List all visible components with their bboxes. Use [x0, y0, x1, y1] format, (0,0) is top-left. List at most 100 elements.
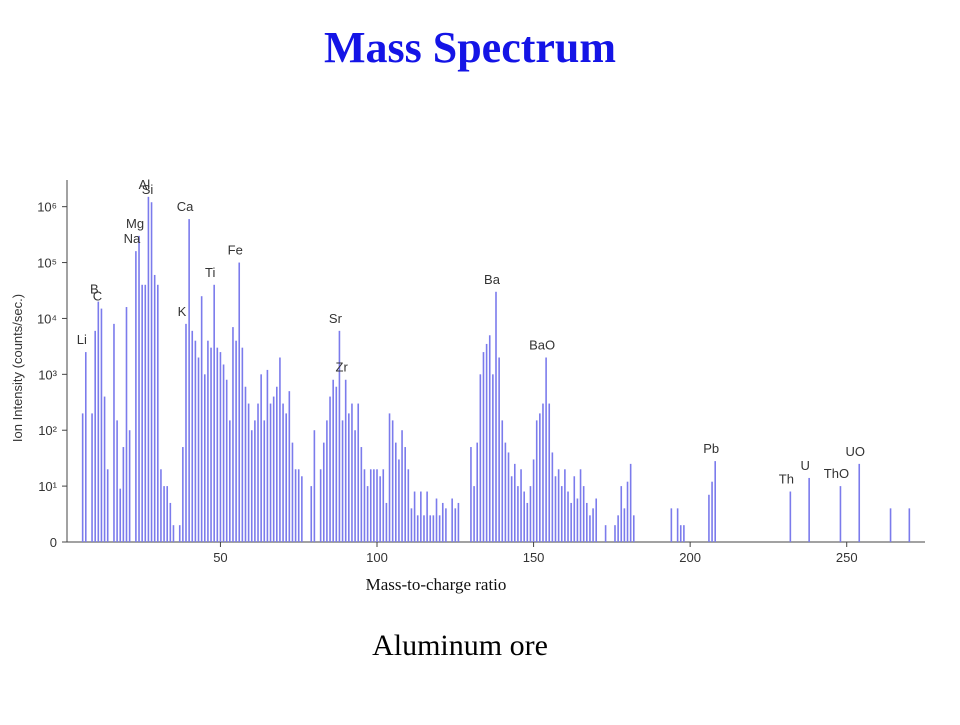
bar	[94, 330, 96, 542]
bar	[604, 525, 607, 542]
bar	[141, 284, 143, 542]
bar	[125, 307, 128, 542]
peak-label: Ti	[205, 265, 215, 280]
bar	[473, 486, 475, 542]
x-tick-label: 150	[523, 550, 545, 565]
peak-label: Al	[139, 177, 151, 192]
bar	[542, 403, 544, 542]
peak-label: Si	[142, 182, 154, 197]
bar	[241, 347, 244, 542]
bar	[247, 403, 250, 542]
bar	[360, 447, 363, 542]
bar	[238, 262, 241, 542]
bar	[169, 502, 172, 542]
bar	[147, 196, 150, 542]
bar	[513, 463, 516, 542]
bar	[313, 430, 316, 542]
bar	[573, 476, 576, 542]
bar	[150, 202, 153, 542]
bar	[329, 396, 331, 542]
bar	[889, 508, 892, 542]
bar	[235, 340, 237, 542]
bar	[441, 502, 444, 542]
peak-label: Fe	[228, 243, 243, 258]
bar	[420, 491, 422, 542]
peak-label: Pb	[703, 441, 719, 456]
bar	[548, 403, 551, 542]
bar	[272, 396, 275, 542]
bar	[485, 343, 488, 542]
bar	[285, 413, 287, 542]
bar	[391, 420, 394, 542]
bar	[482, 352, 485, 542]
bar	[366, 486, 369, 542]
bar	[407, 469, 410, 542]
bar	[714, 461, 716, 542]
bar	[160, 469, 162, 542]
bar	[182, 447, 184, 542]
x-axis-label: Mass-to-charge ratio	[366, 575, 507, 594]
bar	[348, 413, 350, 542]
bar	[498, 357, 500, 542]
bar	[476, 442, 479, 542]
bar	[492, 374, 494, 542]
bar	[297, 469, 300, 542]
bar	[263, 420, 266, 542]
bar	[344, 379, 347, 542]
bar	[579, 469, 582, 542]
peak-label: Th	[779, 472, 794, 487]
bar	[586, 502, 588, 542]
bar	[116, 420, 118, 542]
y-tick-label: 10⁵	[37, 256, 57, 271]
peak-label: C	[93, 289, 102, 304]
bar	[100, 308, 103, 542]
bar	[394, 442, 397, 542]
bar	[128, 430, 131, 542]
bar	[454, 508, 457, 542]
bar	[279, 357, 281, 542]
bar	[839, 486, 842, 542]
bar	[106, 469, 109, 542]
bar	[510, 476, 513, 542]
bar	[210, 347, 212, 542]
peak-label: UO	[845, 444, 865, 459]
bar	[216, 347, 219, 542]
bar	[501, 420, 504, 542]
peak-label: ThO	[824, 466, 849, 481]
x-tick-label: 50	[213, 550, 227, 565]
bar	[338, 330, 341, 542]
y-tick-label: 0	[50, 535, 57, 550]
y-tick-label: 10¹	[38, 479, 57, 494]
bar	[413, 491, 416, 542]
bar	[166, 486, 169, 542]
bar	[157, 284, 159, 542]
bar	[451, 498, 453, 542]
bar	[163, 486, 165, 542]
bar	[244, 386, 247, 542]
peak-label: Zr	[336, 360, 349, 375]
bar	[84, 352, 87, 542]
bar	[570, 502, 572, 542]
bar	[789, 491, 792, 542]
bar	[301, 476, 303, 542]
bar	[185, 323, 187, 542]
peak-label: K	[178, 304, 187, 319]
bar	[203, 374, 206, 542]
bar	[254, 420, 256, 542]
bar	[670, 508, 673, 542]
bar	[632, 515, 635, 542]
y-axis-label: Ion Intensity (counts/sec.)	[10, 294, 25, 442]
bar	[435, 498, 438, 542]
bar	[808, 477, 810, 542]
bar	[282, 403, 284, 542]
bar	[683, 525, 685, 542]
bar	[351, 403, 353, 542]
bar	[288, 391, 291, 542]
bar	[858, 463, 861, 542]
bar	[213, 284, 215, 542]
bar	[222, 364, 225, 542]
bar	[479, 374, 482, 542]
bar	[294, 469, 297, 542]
bar	[266, 369, 269, 542]
